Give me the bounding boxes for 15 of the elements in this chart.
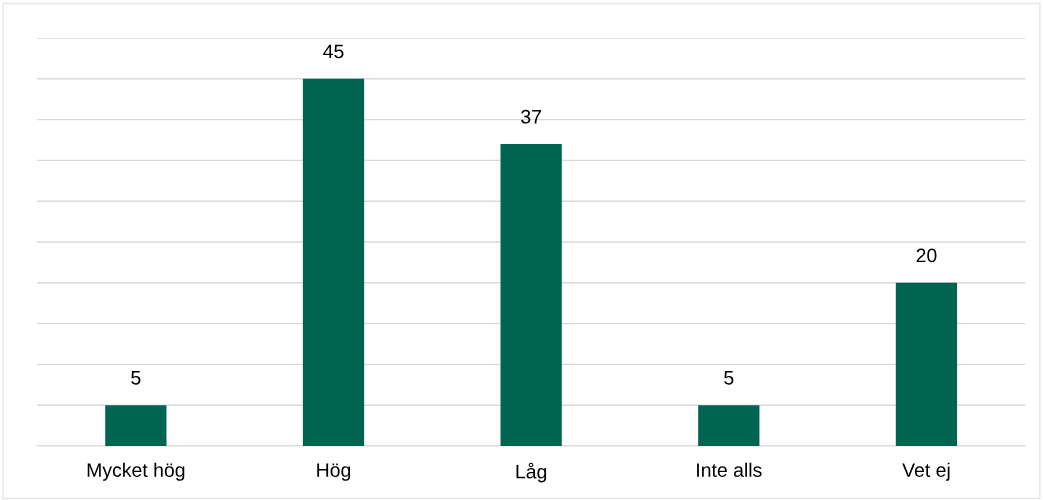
bar — [698, 405, 760, 446]
data-label: 45 — [323, 44, 344, 59]
data-label: 37 — [521, 109, 541, 124]
bar — [500, 144, 562, 446]
data-label: 5 — [724, 371, 734, 385]
data-label: 20 — [916, 248, 937, 263]
bar — [302, 78, 365, 446]
x-tick-label: Låg — [516, 462, 547, 483]
x-tick-label: Hög — [317, 463, 351, 481]
data-label: 5 — [131, 371, 141, 385]
bar — [895, 282, 958, 446]
x-tick-label: Mycket hög — [87, 462, 185, 481]
x-tick-label: Inte alls — [697, 462, 762, 477]
x-tick-label: Vet ej — [902, 462, 950, 481]
bar — [105, 405, 167, 446]
